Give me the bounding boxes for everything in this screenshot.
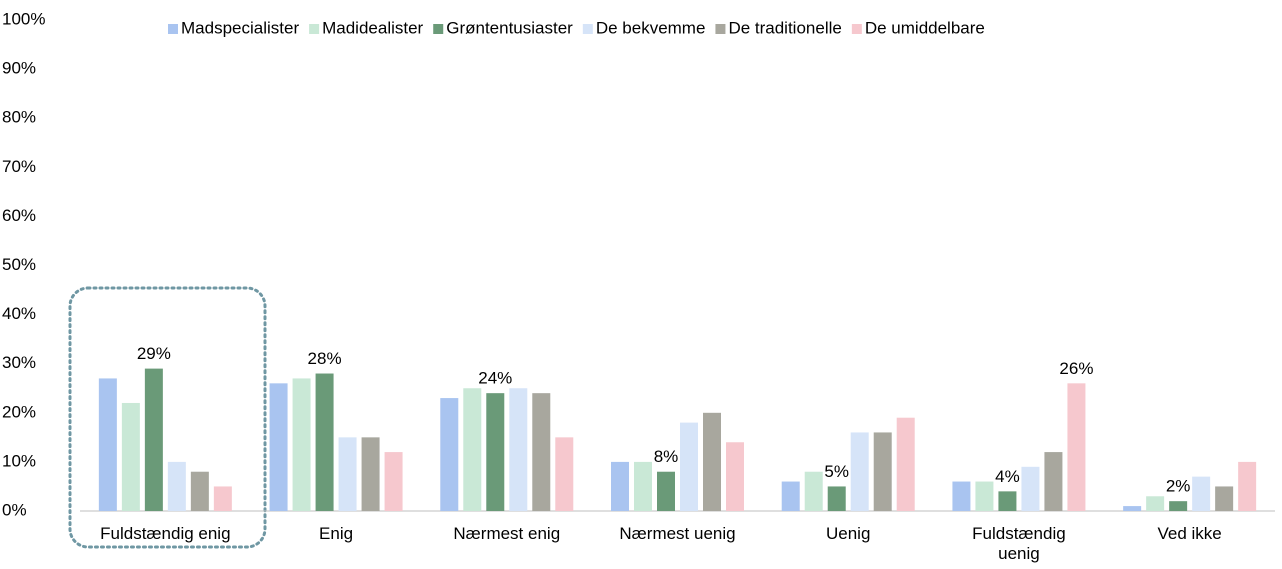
data-label: 28% [308, 349, 342, 368]
bar [269, 383, 288, 511]
y-tick-label: 100% [2, 9, 45, 28]
bar [657, 471, 675, 511]
data-label: 24% [478, 369, 512, 388]
bar [167, 461, 186, 511]
bar [121, 402, 140, 511]
y-tick-label: 20% [2, 402, 36, 421]
legend-label: De traditionelle [728, 18, 841, 37]
bar [1067, 383, 1086, 511]
bar [338, 437, 357, 511]
bar [532, 393, 551, 511]
bar [292, 378, 311, 511]
legend-swatch [433, 24, 444, 34]
bar [827, 486, 846, 511]
x-tick-label: Fuldstændig uenig [972, 524, 1066, 563]
bar [680, 422, 698, 511]
bar [873, 432, 892, 511]
bar [463, 388, 482, 511]
bar [509, 388, 528, 511]
bar [486, 393, 505, 511]
x-tick-label: Enig [319, 524, 354, 543]
legend-swatch [168, 24, 178, 34]
bar [975, 481, 994, 511]
legend-label: Madidealister [322, 18, 423, 37]
bar [384, 452, 403, 511]
bar [1146, 496, 1165, 511]
bar [1238, 461, 1257, 511]
legend-swatch [851, 24, 862, 34]
y-tick-label: 70% [2, 157, 36, 176]
bar [726, 442, 744, 511]
data-label: 29% [137, 344, 171, 363]
bar [634, 461, 652, 511]
data-label: 26% [1059, 359, 1093, 378]
bar [213, 486, 232, 511]
x-tick-label: Uenig [825, 524, 871, 543]
y-tick-label: 80% [2, 108, 36, 127]
y-tick-label: 60% [2, 206, 36, 225]
bar [781, 481, 800, 511]
y-tick-label: 90% [2, 59, 36, 78]
x-tick-label: Ved ikke [1157, 524, 1222, 543]
bar [1044, 452, 1063, 511]
bar [896, 417, 915, 511]
legend-swatch [309, 24, 320, 34]
legend-swatch [715, 24, 726, 34]
bar [440, 398, 459, 511]
bar [952, 481, 971, 511]
bar [998, 491, 1017, 511]
bar [144, 368, 163, 511]
bar [611, 461, 629, 511]
bar [98, 378, 117, 511]
y-tick-label: 30% [2, 353, 36, 372]
bar [361, 437, 380, 511]
bar [1192, 476, 1211, 511]
data-label: 8% [654, 447, 679, 466]
x-tick-label: Nærmest enig [453, 524, 561, 543]
bar [703, 412, 721, 511]
bar [1215, 486, 1234, 511]
bar [1021, 466, 1040, 511]
bar [1169, 501, 1188, 511]
legend-label: De bekvemme [596, 18, 706, 37]
legend-label: Madspecialister [181, 18, 299, 37]
bar [190, 471, 209, 511]
legend-label: De umiddelbare [865, 18, 985, 37]
bar [1123, 506, 1142, 511]
y-tick-label: 50% [2, 255, 36, 274]
legend-label: Grøntentusiaster [446, 18, 573, 37]
bar [804, 471, 823, 511]
y-tick-label: 0% [2, 500, 27, 519]
data-label: 5% [824, 462, 849, 481]
legend-swatch [582, 24, 593, 34]
x-tick-label: Fuldstændig enig [100, 524, 231, 543]
bar [555, 437, 574, 511]
bar [850, 432, 869, 511]
highlight-box [68, 286, 267, 549]
data-label: 2% [1166, 477, 1191, 496]
x-tick-label: Nærmest uenig [619, 524, 736, 543]
y-tick-label: 10% [2, 451, 36, 470]
data-label: 4% [995, 467, 1020, 486]
y-tick-label: 40% [2, 304, 36, 323]
bar [315, 373, 334, 511]
